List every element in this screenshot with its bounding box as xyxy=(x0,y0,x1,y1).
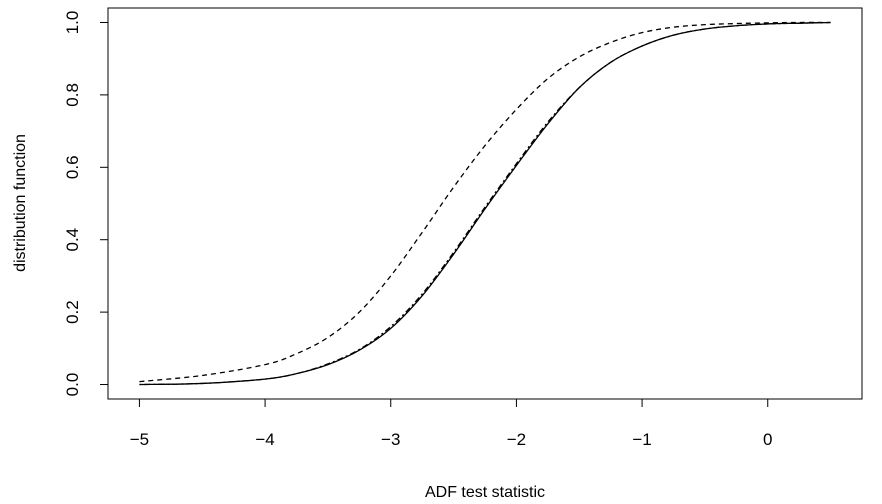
series-layer xyxy=(139,21,831,386)
y-axis: 0.0 0.2 0.4 0.6 0.8 1.0 xyxy=(63,11,109,397)
series-line-1 xyxy=(139,21,831,386)
series-line-3 xyxy=(139,21,831,383)
x-tick-label: −3 xyxy=(381,430,400,449)
x-axis: −5 −4 −3 −2 −1 0 xyxy=(130,398,772,449)
x-axis-title: ADF test statistic xyxy=(425,484,545,501)
x-tick-label: −4 xyxy=(255,430,274,449)
x-tick-label: −5 xyxy=(130,430,149,449)
x-tick-label: 0 xyxy=(763,430,772,449)
y-axis-title: distribution function xyxy=(12,134,29,272)
y-tick-label: 0.6 xyxy=(63,155,82,179)
y-tick-label: 0.0 xyxy=(63,373,82,397)
x-tick-label: −2 xyxy=(507,430,526,449)
plot-frame xyxy=(107,7,863,400)
y-tick-label: 0.2 xyxy=(63,300,82,324)
y-tick-label: 0.4 xyxy=(63,228,82,252)
x-tick-label: −1 xyxy=(632,430,651,449)
y-tick-label: 1.0 xyxy=(63,11,82,35)
y-tick-label: 0.8 xyxy=(63,83,82,107)
series-line-2 xyxy=(139,21,831,386)
